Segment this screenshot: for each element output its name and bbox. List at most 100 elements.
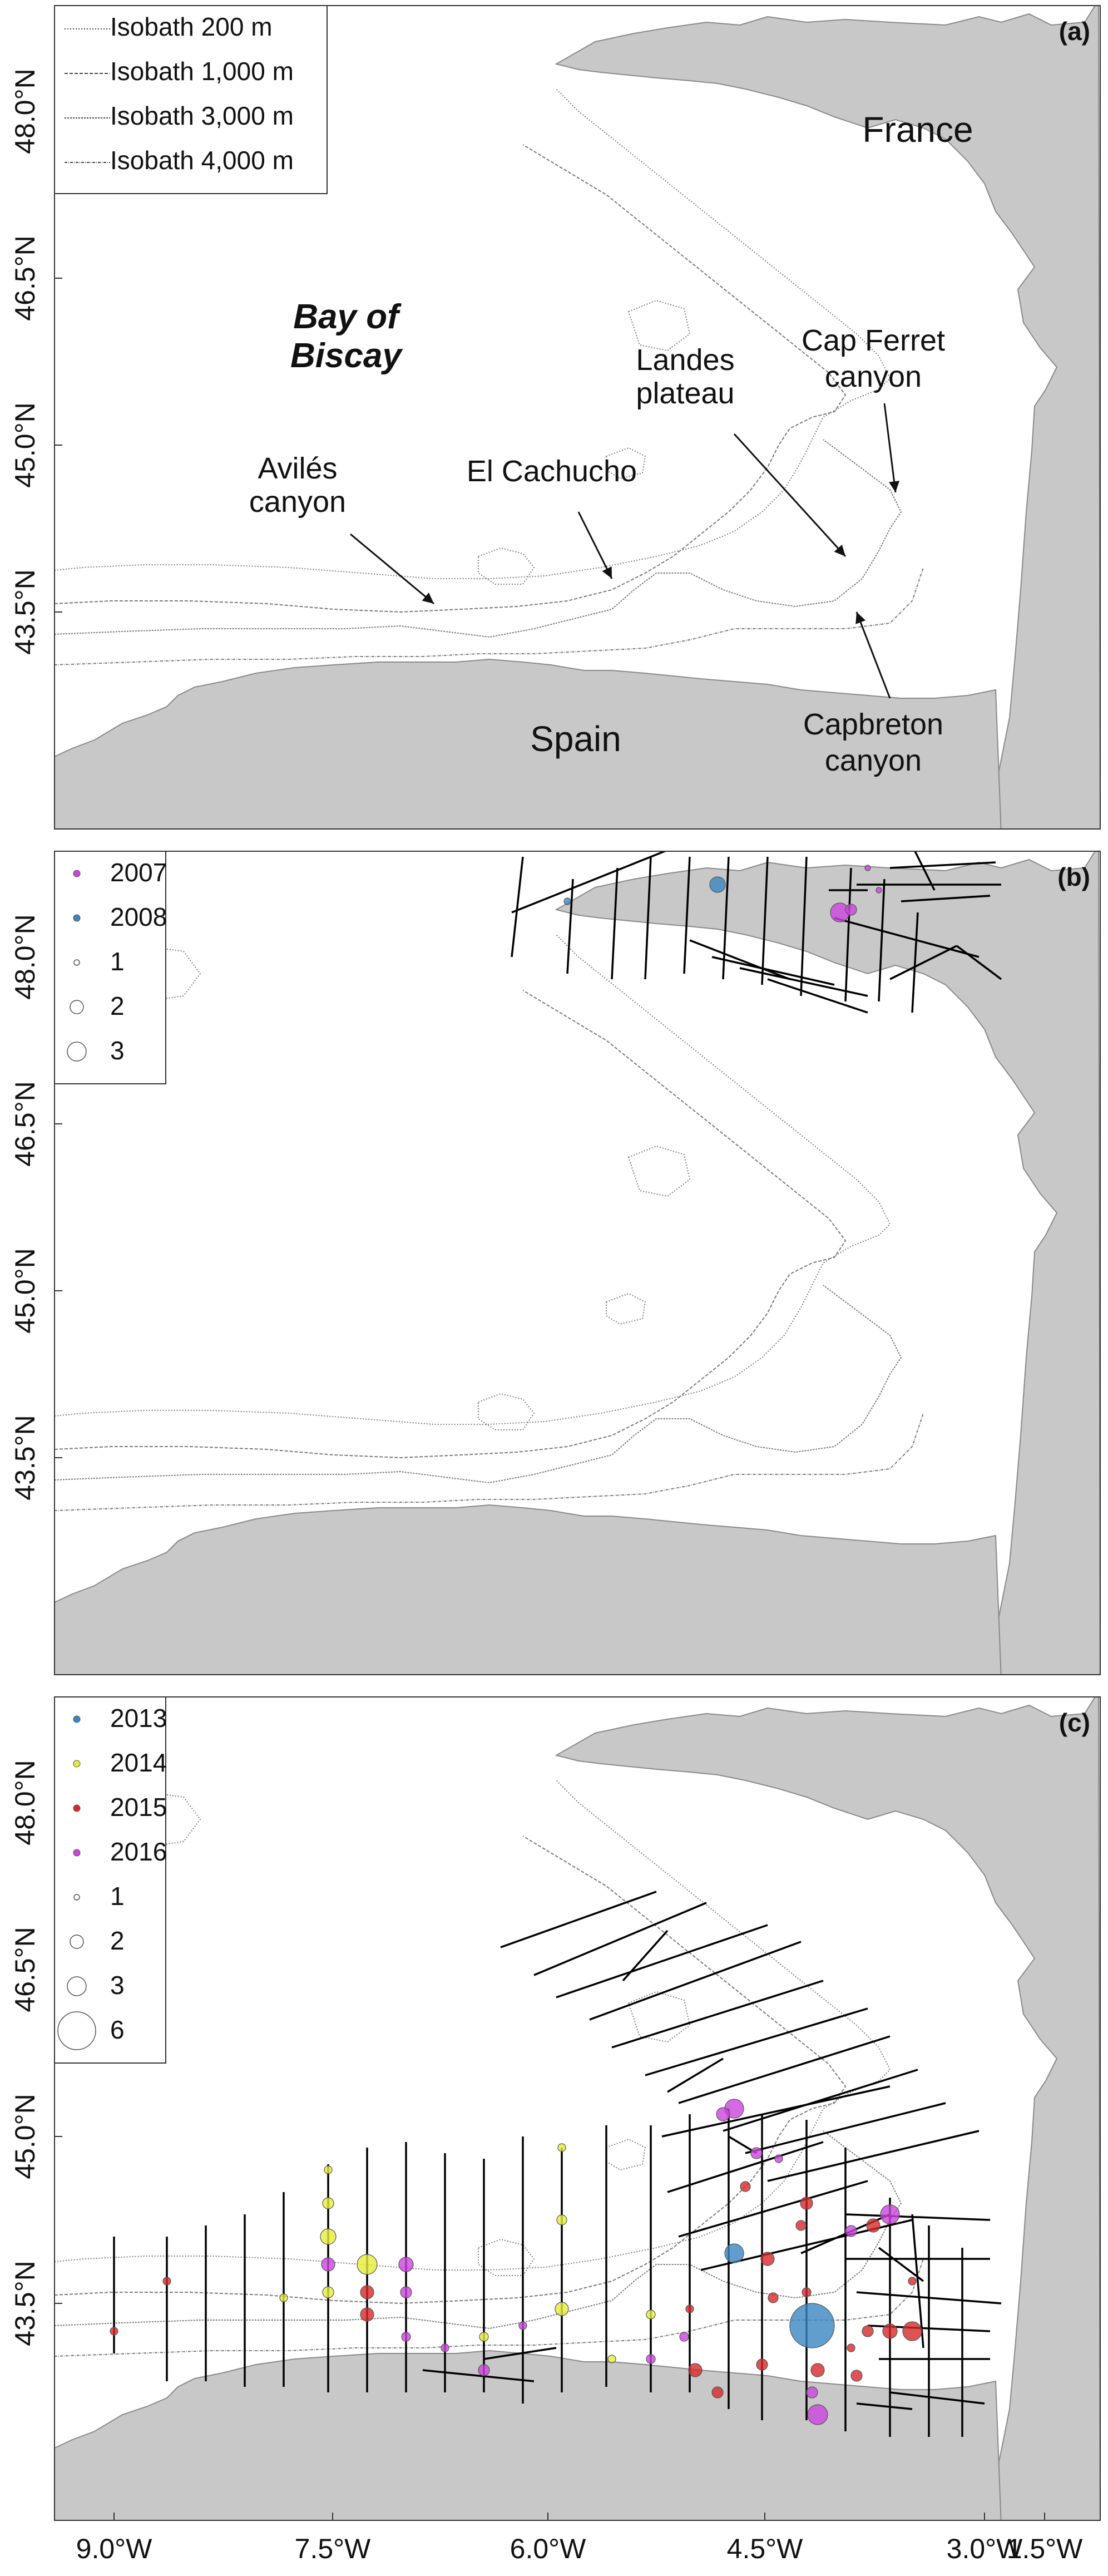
y-tick-label: 46.5°N	[9, 235, 41, 320]
catch-point	[882, 2323, 898, 2339]
catch-point	[800, 2197, 813, 2210]
legend-label: 2014	[110, 1748, 167, 1777]
place-bay-of-biscay: Biscay	[290, 337, 403, 375]
y-tick-label: 46.5°N	[9, 1081, 41, 1166]
catch-point	[875, 887, 882, 894]
y-tick-label: 43.5°N	[9, 2261, 41, 2346]
track-line	[589, 1941, 802, 2021]
y-tick-label: 48.0°N	[9, 1760, 41, 1845]
catch-point	[360, 2307, 374, 2322]
place-capbreton-canyon: Capbreton	[803, 708, 943, 741]
catch-point	[806, 2386, 818, 2399]
catch-point	[711, 2386, 724, 2399]
map-frame	[54, 5, 1101, 830]
track-line	[911, 2214, 924, 2348]
track-line	[667, 2141, 824, 2193]
panel-b: (b) 48.0°N 46.5°N 45.0°N 43.5°N 2007 2008 1 2 3	[9, 835, 1101, 1675]
catch-point	[607, 2355, 616, 2363]
legend-size-swatch	[73, 959, 80, 966]
catch-point	[847, 2343, 855, 2352]
legend-label: 2	[110, 991, 125, 1020]
track-line	[856, 2402, 913, 2410]
catch-point	[441, 2343, 449, 2352]
legend-label: Isobath 4,000 m	[110, 146, 294, 175]
track-line	[683, 856, 691, 974]
y-tick-label: 43.5°N	[9, 569, 41, 654]
track-line	[911, 912, 919, 1013]
x-tick-label: 6.0°W	[510, 2533, 587, 2564]
track-line	[711, 956, 835, 986]
y-tick-label: 43.5°N	[9, 1415, 41, 1500]
track-line	[511, 856, 524, 958]
place-landes-plateau: Landes	[636, 343, 734, 377]
catch-point	[850, 2370, 863, 2382]
survey-tracks	[511, 835, 1002, 1014]
x-tick-label: 9.0°W	[76, 2533, 153, 2564]
catch-point	[321, 2257, 335, 2272]
place-spain: Spain	[530, 719, 621, 759]
catch-point	[685, 2304, 694, 2313]
catch-point	[724, 2243, 744, 2263]
catch-point	[110, 2327, 118, 2336]
x-axis: 9.0°W 7.5°W 6.0°W 4.5°W 3.0°W1.5°W	[76, 2513, 1084, 2564]
catch-point	[398, 2257, 414, 2272]
legend-size-swatch	[57, 2011, 96, 2050]
legend: 2007 2008 1 2 3	[54, 851, 167, 1084]
catch-point	[866, 2218, 881, 2233]
track-line	[845, 2213, 991, 2221]
y-tick-label: 45.0°N	[9, 1248, 41, 1333]
track-line	[533, 1902, 707, 1976]
catch-point	[556, 2214, 567, 2225]
catch-point	[322, 2197, 334, 2209]
catch-point	[750, 2147, 763, 2159]
y-tick-label: 45.0°N	[9, 402, 41, 487]
place-el-cachucho: El Cachucho	[467, 455, 637, 488]
track-line	[566, 879, 574, 974]
catch-point	[845, 2225, 857, 2237]
track-line	[745, 2102, 946, 2154]
catch-point	[162, 2277, 171, 2286]
catch-point	[902, 2321, 922, 2341]
catch-point	[279, 2293, 288, 2302]
legend-dot-swatch	[73, 1849, 81, 1857]
track-line	[761, 856, 769, 985]
track-line	[739, 967, 868, 997]
track-line	[500, 1891, 657, 1948]
catch-point	[401, 2332, 411, 2342]
panel-tag: (c)	[1059, 1708, 1090, 1737]
track-line	[800, 856, 808, 996]
catch-point	[646, 2309, 656, 2320]
panel-tag: (b)	[1057, 862, 1090, 891]
legend-dot-swatch	[73, 914, 81, 922]
legend-label: 1	[110, 1882, 125, 1911]
legend-label: 2008	[110, 902, 167, 931]
track-line	[879, 835, 1001, 840]
legend-label: 1	[110, 947, 125, 976]
legend-size-swatch	[67, 1042, 87, 1062]
track-line	[767, 978, 868, 1014]
catch-point	[774, 2154, 783, 2163]
legend-label: 2007	[110, 858, 167, 887]
catch-point	[320, 2228, 337, 2245]
catch-point	[810, 2363, 825, 2377]
catch-point	[518, 2321, 527, 2330]
catch-points	[563, 865, 882, 922]
legend-size-swatch	[67, 1976, 87, 1996]
catch-point	[479, 2332, 489, 2342]
legend-dot-swatch	[73, 1715, 81, 1723]
x-tick-label: 1.5°W	[1007, 2533, 1084, 2564]
y-tick-label: 46.5°N	[9, 1927, 41, 2012]
catch-point	[357, 2254, 378, 2275]
catch-point	[802, 2287, 812, 2297]
y-tick-label: 48.0°N	[9, 68, 41, 154]
track-line	[914, 851, 936, 891]
catch-point	[400, 2286, 412, 2298]
place-aviles-canyon: canyon	[249, 485, 346, 519]
track-line	[878, 2247, 924, 2282]
legend-size-swatch	[70, 1935, 84, 1949]
legend-label: 2013	[110, 1704, 167, 1733]
legend-label: 3	[110, 1036, 125, 1065]
legend-label: 2	[110, 1926, 125, 1955]
x-tick-label: 7.5°W	[295, 2533, 372, 2564]
